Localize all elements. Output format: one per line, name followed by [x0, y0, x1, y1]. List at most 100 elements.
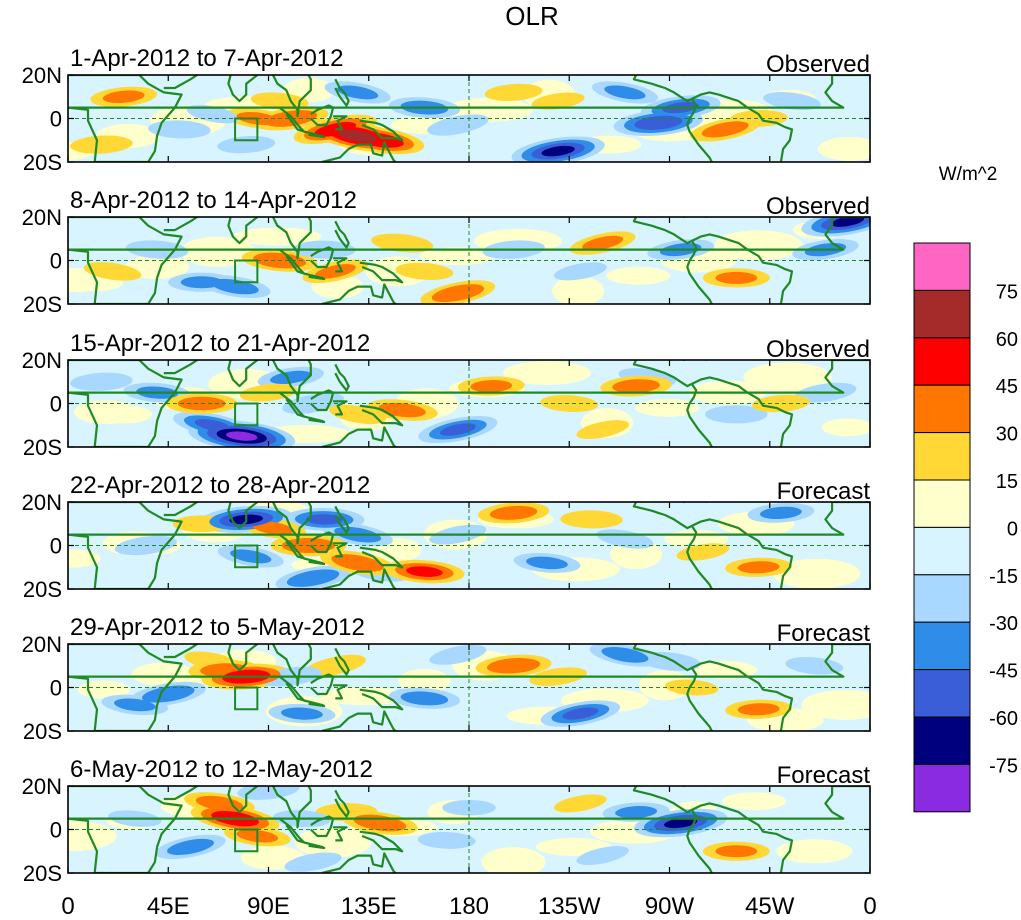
weak-anomaly-patch	[817, 136, 870, 161]
x-tick-label: 90W	[645, 893, 695, 920]
colorbar-swatch	[913, 574, 971, 623]
colorbar-label: 45	[996, 376, 1018, 398]
colorbar-swatch	[913, 384, 971, 434]
coastline	[321, 710, 397, 731]
panel-6-field	[68, 786, 870, 873]
x-tick-label: 0	[61, 893, 74, 920]
anomaly-contour	[554, 262, 607, 281]
coastline	[68, 786, 870, 820]
anomaly-contour	[604, 85, 646, 100]
panel-5: 20N 0 20S 29-Apr-2012 to 5-May-2012 Forecast	[22, 614, 871, 744]
y-tick-label: 20N	[22, 205, 62, 230]
coastline	[303, 557, 326, 566]
coastline	[227, 217, 259, 245]
weak-anomaly-patch	[125, 255, 190, 280]
colorbar-swatch	[913, 621, 971, 671]
region-box-marker	[234, 402, 259, 427]
coastline	[632, 75, 693, 103]
anomaly-contour	[554, 794, 607, 813]
colorbar-swatch	[913, 763, 971, 813]
x-tick-label: 90E	[247, 893, 290, 920]
x-tick-label: 180	[449, 893, 489, 920]
colorbar-swatch	[913, 432, 971, 481]
anomaly-contour	[785, 657, 844, 675]
anomaly-contour	[331, 554, 384, 572]
coastline	[334, 363, 350, 392]
coastline	[359, 404, 404, 427]
weak-anomaly-patch	[693, 661, 758, 680]
coastline	[303, 841, 326, 850]
coastline	[163, 644, 198, 659]
coastline	[303, 272, 326, 281]
panel-date-label: 6-May-2012 to 12-May-2012	[70, 756, 373, 783]
region-box-marker	[234, 828, 259, 853]
coastline	[163, 75, 198, 90]
coastline	[334, 789, 350, 818]
coastline	[310, 815, 335, 838]
anomaly-contour	[541, 145, 575, 157]
coastline	[68, 75, 870, 109]
coastline	[321, 283, 397, 304]
anomaly-contour	[751, 394, 810, 413]
anomaly-contour	[226, 431, 258, 441]
anomaly-contour	[286, 569, 340, 587]
panel-date-label: 1-Apr-2012 to 7-Apr-2012	[70, 45, 344, 72]
coastline	[68, 786, 183, 873]
coastline	[227, 75, 259, 103]
coastline	[163, 502, 198, 517]
coastline	[632, 644, 693, 672]
y-tick-label: 20N	[22, 63, 62, 88]
coastline	[68, 75, 183, 162]
weak-anomaly-patch	[295, 827, 372, 858]
anomaly-contour	[737, 703, 780, 716]
weak-anomaly-patch	[502, 361, 591, 386]
coastline	[691, 802, 794, 873]
coastline	[303, 699, 326, 708]
colorbar-units: W/m^2	[939, 164, 998, 185]
coastline	[334, 220, 350, 249]
weak-anomaly-patch	[320, 687, 409, 706]
coastline	[632, 786, 693, 814]
y-tick-label: 20N	[22, 348, 62, 373]
coastline	[334, 647, 350, 676]
y-tick-label: 0	[50, 676, 62, 701]
anomaly-contour	[634, 115, 683, 130]
coastline	[321, 426, 397, 447]
coastline	[691, 660, 794, 731]
anomaly-contour	[638, 651, 701, 671]
x-tick-label: 45E	[147, 893, 190, 920]
coastline	[310, 531, 335, 554]
colorbar-swatch	[913, 479, 971, 528]
coastline	[272, 217, 312, 260]
anomaly-contour	[531, 92, 585, 110]
y-tick-label: 20N	[22, 632, 62, 657]
coastline	[303, 415, 326, 424]
anomaly-contour	[439, 423, 476, 436]
anomaly-contour	[281, 707, 323, 720]
y-tick-label: 20S	[23, 719, 62, 744]
weak-anomaly-patch	[821, 418, 870, 437]
anomaly-contour	[489, 505, 538, 520]
coastline	[272, 644, 312, 687]
panel-kind-label: Forecast	[777, 762, 871, 789]
y-tick-label: 0	[50, 392, 62, 417]
colorbar: 75 60 45 30 15 0 -15 -30 -45 -60 -75	[913, 242, 1018, 813]
weak-anomaly-patch	[606, 266, 671, 285]
weak-anomaly-patch	[68, 549, 101, 568]
y-tick-label: 0	[50, 249, 62, 274]
anomaly-contour	[484, 83, 543, 102]
anomaly-contour	[526, 556, 568, 570]
coastline	[163, 360, 198, 375]
anomaly-contour	[270, 370, 312, 385]
coastline	[691, 376, 794, 447]
anomaly-contour	[167, 838, 214, 855]
region-box-marker	[234, 544, 259, 569]
panel-4: 20N 0 20S 22-Apr-2012 to 28-Apr-2012 Forecas…	[22, 472, 871, 602]
panel-2-field	[68, 217, 870, 304]
anomaly-contour	[427, 114, 489, 136]
panel-kind-label: Forecast	[777, 620, 871, 647]
coastline	[272, 502, 312, 545]
panel-5-field	[68, 644, 870, 731]
anomaly-contour	[417, 831, 476, 849]
